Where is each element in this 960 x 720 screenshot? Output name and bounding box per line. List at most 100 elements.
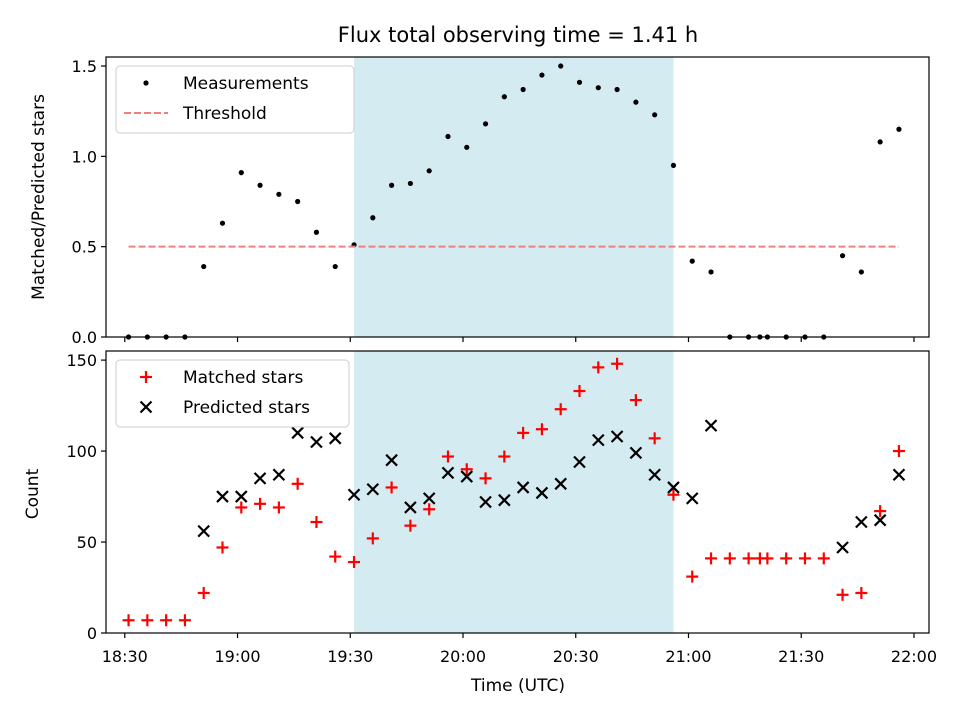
bottom-y-axis-label: Count [23,468,43,519]
legend-label: Measurements [183,74,309,94]
matched-star-marker [686,570,699,583]
matched-star-marker [460,463,473,476]
predicted-star-marker [197,524,210,538]
matched-star-marker [404,519,417,532]
chart-title: Flux total observing time = 1.41 h [338,23,698,47]
measurement-point [501,94,507,100]
measurement-point [445,133,451,140]
matched-star-marker [742,552,755,565]
measurement-point [670,162,677,168]
measurement-point [276,191,282,197]
legend-matched-marker [140,371,152,383]
matched-star-marker [780,552,793,565]
matched-star-marker [291,477,304,490]
measurement-point [389,182,395,188]
measurement-point [426,168,432,174]
x-tick-label: 21:30 [778,647,824,666]
measurement-point [858,269,864,275]
observing-interval-shade [354,57,674,337]
matched-star-marker [836,588,849,601]
matched-star-marker [216,541,229,554]
predicted-star-marker [685,492,699,505]
x-tick-label: 19:30 [327,647,373,666]
matched-star-marker [573,385,586,398]
matched-star-marker [798,552,811,565]
matched-star-marker [160,614,173,627]
axes-frame [105,350,930,634]
axes-frame [105,56,930,338]
matched-star-marker [141,614,154,627]
predicted-star-marker [873,513,887,527]
predicted-star-marker [592,433,605,447]
predicted-star-marker [253,472,267,485]
matched-star-marker [122,614,135,627]
matched-star-marker [197,586,210,599]
predicted-star-marker [535,486,549,500]
x-tick-label: 21:00 [665,647,711,666]
predicted-star-marker [648,468,661,481]
predicted-star-marker [291,426,304,440]
measurement-point [482,121,489,127]
matched-star-marker [855,586,868,599]
matched-star-marker [611,357,624,370]
measurement-point [201,263,207,270]
matched-star-marker [648,432,661,445]
predicted-star-marker [610,430,624,443]
matched-star-marker [441,450,454,463]
measurement-point [708,269,714,275]
matched-star-marker [329,550,342,563]
predicted-star-marker [573,455,586,469]
bottom-panel: 0 50 100 150 18:30 19:00 19:30 20:00 20:30 21:00 2… [66,350,937,666]
predicted-star-marker [479,495,492,509]
matched-star-marker [423,503,436,516]
y-tick-label: 0 [87,624,97,643]
matched-star-marker [705,552,718,565]
matched-star-marker [310,516,323,529]
legend-measurement-marker [143,80,149,86]
measurement-point [520,86,526,93]
x-tick-label: 18:30 [102,647,148,666]
legend-label: Threshold [182,104,267,124]
measurement-point [896,126,902,132]
predicted-star-marker [855,515,868,529]
matched-star-marker [254,497,267,510]
predicted-star-marker [310,435,323,449]
predicted-star-marker [422,492,436,505]
predicted-star-marker [366,482,380,496]
measurement-point [464,144,470,150]
predicted-star-marker [667,481,680,494]
predicted-star-marker [441,466,455,480]
predicted-star-marker [460,470,474,483]
matched-star-marker [723,552,736,565]
measurement-point [332,263,338,270]
predicted-star-marker [216,490,229,503]
measurement-point [407,180,413,187]
predicted-star-marker [836,541,849,554]
x-tick-label: 22:00 [891,647,937,666]
matched-star-marker [517,426,530,439]
predicted-star-marker [404,501,417,514]
matched-star-marker [498,450,511,463]
x-tick-label: 20:30 [553,647,599,666]
matched-star-marker [272,501,285,514]
predicted-star-marker [328,432,342,445]
y-tick-label: 0.0 [72,328,97,347]
top-y-axis-label: Matched/Predicted stars [29,94,49,300]
predicted-star-marker [347,488,361,502]
measurement-point [558,63,564,69]
predicted-star-marker [892,468,906,481]
matched-star-marker [366,532,379,545]
measurement-point [313,229,320,235]
matched-star-marker [535,423,548,436]
legend: Matched stars Predicted stars [115,359,350,428]
matched-star-marker [667,488,680,501]
matched-star-marker [348,556,361,569]
measurement-point [614,86,620,93]
y-tick-label: 1.5 [72,57,97,76]
matched-star-marker [892,445,905,458]
predicted-star-marker [498,493,511,507]
measurement-point [370,215,376,221]
y-tick-label: 0.5 [72,238,97,257]
matched-star-marker [235,501,248,514]
